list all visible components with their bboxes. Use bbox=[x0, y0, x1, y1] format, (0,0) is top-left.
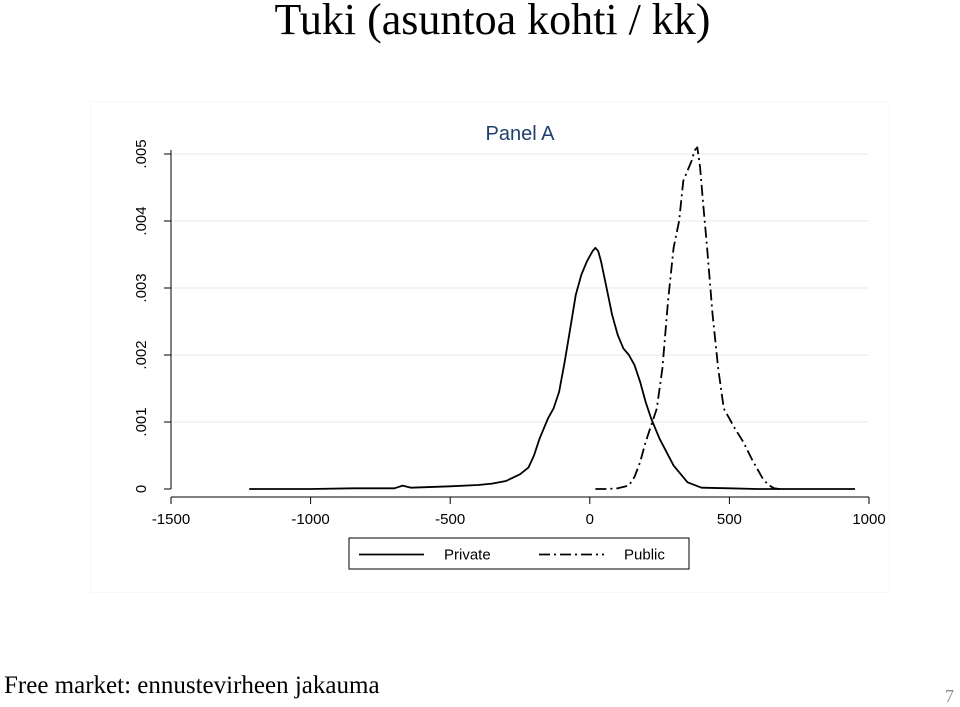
x-tick-label: -500 bbox=[435, 511, 465, 528]
grid-layer bbox=[171, 153, 869, 423]
series-line-private bbox=[249, 246, 855, 490]
y-tick-label: .003 bbox=[133, 273, 150, 302]
y-tick-label: .001 bbox=[133, 407, 150, 436]
series-line-public bbox=[595, 146, 780, 490]
slide-title: Tuki (asuntoa kohti / kk) bbox=[274, 0, 711, 44]
chart-svg: Panel A 0 .001 .002 .003 .004 .005 -1500 -1000 -… bbox=[133, 123, 886, 570]
y-tick-label: 0 bbox=[133, 485, 150, 493]
page-number: 7 bbox=[945, 686, 954, 706]
chart-title: Panel A bbox=[486, 123, 556, 145]
chart-panel: Panel A 0 .001 .002 .003 .004 .005 -1500 -1000 -… bbox=[91, 102, 889, 592]
x-tick-label: -1000 bbox=[291, 511, 329, 528]
x-tick-label: 500 bbox=[717, 511, 742, 528]
x-tick-label: -1500 bbox=[152, 511, 190, 528]
legend: Private Public bbox=[348, 537, 690, 570]
legend-box bbox=[348, 537, 690, 570]
y-tick-label: .005 bbox=[133, 139, 150, 168]
legend-label-private: Private bbox=[444, 547, 491, 564]
y-tick-label: .002 bbox=[133, 340, 150, 369]
slide-caption: Free market: ennustevirheen jakauma bbox=[4, 672, 380, 699]
legend-label-public: Public bbox=[624, 547, 665, 564]
y-tick-label: .004 bbox=[133, 206, 150, 235]
axis-layer: 0 .001 .002 .003 .004 .005 -1500 -1000 -500 0 500 1… bbox=[133, 139, 886, 528]
x-tick-label: 0 bbox=[586, 511, 594, 528]
series-layer bbox=[249, 146, 855, 490]
x-tick-label: 1000 bbox=[852, 511, 885, 528]
